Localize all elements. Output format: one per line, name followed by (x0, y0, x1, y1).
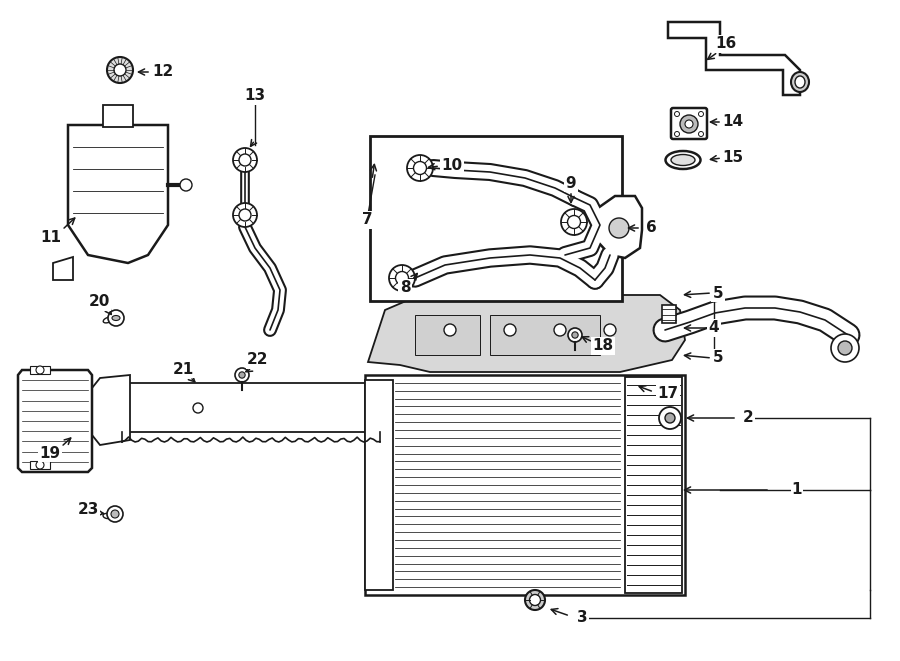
Bar (122, 383, 380, 432)
Text: 2: 2 (742, 410, 753, 426)
Circle shape (674, 112, 680, 116)
Text: 6: 6 (645, 221, 656, 235)
Text: 22: 22 (248, 352, 269, 368)
Circle shape (444, 324, 456, 336)
Circle shape (36, 366, 44, 374)
Circle shape (407, 155, 433, 181)
Circle shape (838, 341, 852, 355)
Circle shape (665, 413, 675, 423)
Circle shape (554, 324, 566, 336)
Circle shape (36, 461, 44, 469)
Text: 7: 7 (362, 212, 373, 227)
Text: 3: 3 (577, 611, 588, 625)
Circle shape (107, 506, 123, 522)
Circle shape (568, 328, 582, 342)
Circle shape (389, 265, 415, 291)
Circle shape (239, 209, 251, 221)
Circle shape (395, 272, 409, 284)
Text: 15: 15 (723, 151, 743, 165)
Text: 16: 16 (716, 36, 736, 52)
Polygon shape (53, 257, 73, 280)
Bar (365, 380, 393, 590)
Ellipse shape (103, 514, 111, 519)
Circle shape (239, 154, 251, 166)
Text: 11: 11 (40, 231, 61, 245)
Circle shape (413, 161, 427, 175)
Circle shape (233, 203, 257, 227)
Text: 4: 4 (708, 321, 719, 336)
Circle shape (674, 132, 680, 137)
Text: 5: 5 (713, 286, 724, 301)
Ellipse shape (791, 72, 809, 92)
Circle shape (111, 510, 119, 518)
Text: 10: 10 (441, 157, 463, 173)
Ellipse shape (112, 315, 120, 321)
Text: 23: 23 (77, 502, 99, 518)
Ellipse shape (104, 317, 112, 323)
Circle shape (235, 368, 249, 382)
Circle shape (238, 372, 245, 378)
Circle shape (108, 310, 124, 326)
Bar (625, 377, 682, 593)
Circle shape (525, 590, 545, 610)
Polygon shape (368, 295, 685, 372)
Circle shape (831, 334, 859, 362)
Circle shape (572, 332, 578, 338)
Bar (662, 305, 676, 323)
Polygon shape (596, 196, 642, 258)
Text: 18: 18 (592, 338, 614, 354)
Circle shape (107, 57, 133, 83)
Circle shape (680, 115, 698, 133)
Circle shape (609, 218, 629, 238)
Circle shape (529, 594, 541, 605)
Bar (30, 461, 50, 469)
Text: 20: 20 (88, 295, 110, 309)
FancyBboxPatch shape (671, 108, 707, 139)
Text: 5: 5 (713, 350, 724, 366)
Circle shape (233, 148, 257, 172)
Text: 8: 8 (400, 280, 410, 295)
Text: 9: 9 (566, 176, 576, 190)
Circle shape (685, 120, 693, 128)
Polygon shape (668, 22, 800, 95)
Text: 17: 17 (657, 385, 679, 401)
Circle shape (193, 403, 203, 413)
Ellipse shape (671, 155, 695, 165)
Bar (365, 375, 685, 595)
Polygon shape (490, 315, 600, 355)
Polygon shape (92, 375, 130, 445)
Circle shape (604, 324, 616, 336)
Polygon shape (68, 125, 168, 263)
Polygon shape (415, 315, 480, 355)
Ellipse shape (665, 151, 700, 169)
Circle shape (698, 132, 704, 137)
Bar (370, 136, 622, 301)
Text: 19: 19 (40, 446, 60, 461)
Circle shape (561, 209, 587, 235)
Circle shape (659, 407, 681, 429)
Circle shape (180, 179, 192, 191)
Text: 13: 13 (245, 89, 266, 104)
Circle shape (698, 112, 704, 116)
Circle shape (504, 324, 516, 336)
Text: 14: 14 (723, 114, 743, 130)
Circle shape (114, 64, 126, 76)
Bar (103, 105, 133, 127)
Bar (30, 366, 50, 374)
Text: 12: 12 (152, 63, 174, 79)
Text: 1: 1 (792, 483, 802, 498)
Polygon shape (18, 370, 92, 472)
Circle shape (568, 215, 580, 229)
Ellipse shape (795, 76, 805, 88)
Text: 21: 21 (173, 362, 194, 377)
